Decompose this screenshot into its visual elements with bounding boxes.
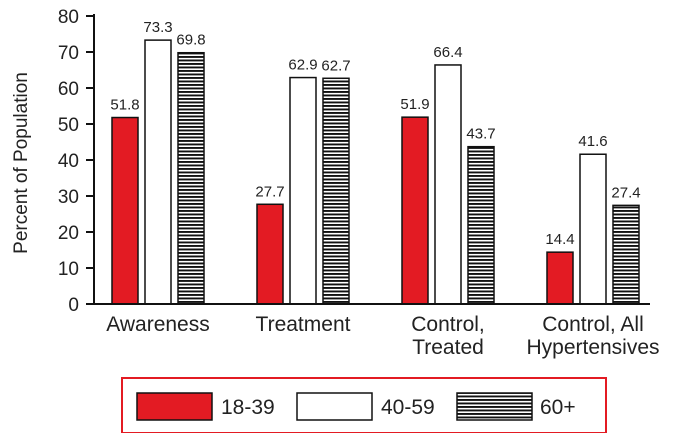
bar-60+-2	[467, 145, 495, 305]
value-label: 27.4	[611, 184, 640, 201]
value-label: 27.7	[255, 183, 284, 200]
bar-18-39-3	[546, 251, 574, 305]
category-label: Awareness	[106, 313, 210, 336]
bar-60+-0	[177, 51, 205, 305]
y-tick-label: 60	[58, 79, 79, 100]
value-label: 41.6	[578, 133, 607, 150]
y-tick-label: 40	[58, 151, 79, 172]
legend-label: 18-39	[221, 396, 275, 419]
value-label: 73.3	[143, 19, 172, 36]
y-tick-label: 50	[58, 115, 79, 136]
legend-box	[121, 377, 607, 433]
value-label: 69.8	[176, 32, 205, 49]
value-label: 14.4	[545, 231, 574, 248]
y-tick-label: 80	[58, 7, 79, 28]
value-label: 62.7	[321, 57, 350, 74]
category-label: Hypertensives	[526, 336, 659, 359]
category-label: Control, All	[542, 313, 644, 336]
bar-18-39-1	[256, 203, 284, 305]
legend-swatch-18-39	[136, 392, 213, 421]
bar-40-59-3	[579, 153, 607, 305]
bar-40-59-2	[434, 64, 462, 305]
bar-40-59-0	[144, 39, 172, 305]
bar-60+-1	[322, 77, 350, 305]
bar-40-59-1	[289, 76, 317, 305]
value-label: 51.9	[400, 96, 429, 113]
y-axis: 0 10 20 30 40 50 60 70 80	[58, 7, 95, 316]
bar-18-39-0	[111, 116, 139, 305]
bars-group	[111, 39, 640, 305]
category-label: Treatment	[256, 313, 351, 336]
y-tick-label: 10	[58, 259, 79, 280]
value-labels-group: 51.8 73.369.8 27.7 62.9 62.7 51.9 66.4 43.7 14.4…	[110, 19, 640, 248]
category-label: Treated	[412, 336, 484, 359]
y-tick-label: 0	[68, 295, 79, 316]
value-label: 62.9	[288, 57, 317, 74]
legend-label: 40-59	[381, 396, 435, 419]
legend-swatch-60+	[456, 392, 533, 421]
y-tick-label: 20	[58, 223, 79, 244]
category-labels-group: Awareness Treatment Control,Treated Control…	[106, 313, 659, 359]
category-label: Control,	[411, 313, 485, 336]
y-tick-label: 70	[58, 43, 79, 64]
legend-label: 60+	[540, 396, 576, 419]
value-label: 51.8	[110, 97, 139, 114]
bar-60+-3	[612, 204, 640, 305]
legend-swatch-40-59	[296, 392, 373, 421]
y-axis-title: Percent of Population	[11, 72, 32, 254]
value-label: 43.7	[466, 126, 495, 143]
y-tick-label: 30	[58, 187, 79, 208]
bar-18-39-2	[401, 116, 429, 305]
value-label: 66.4	[433, 44, 462, 61]
legend: 18-39 40-59 60+	[121, 377, 607, 433]
